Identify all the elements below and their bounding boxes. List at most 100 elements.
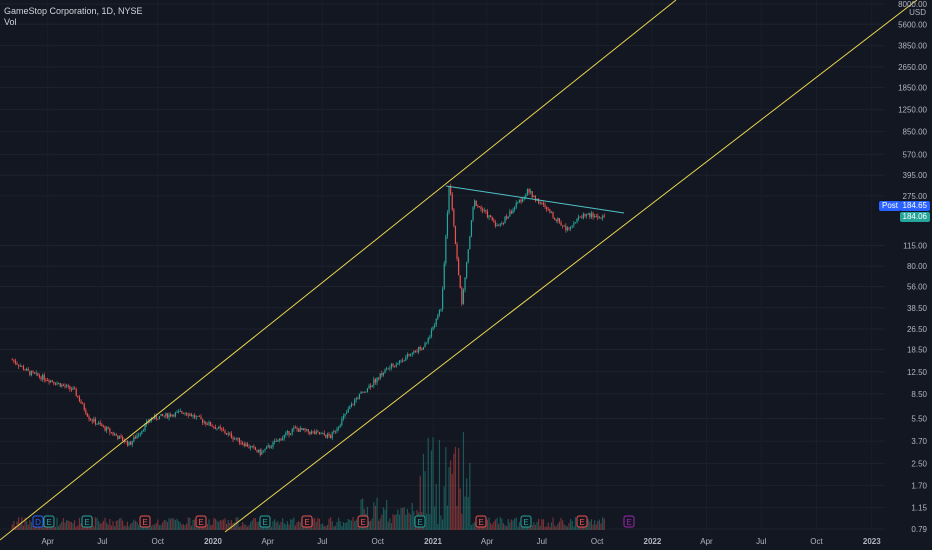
time-tick-label: 2023 (863, 537, 881, 546)
volume-bar (179, 522, 181, 530)
price-tick-label: 2.50 (911, 459, 927, 468)
volume-bar (206, 523, 209, 530)
time-tick-label: Apr (261, 537, 274, 546)
time-tick-label: Apr (41, 537, 54, 546)
volume-bar (210, 525, 212, 530)
volume-bar (251, 520, 253, 530)
volume-bar (554, 525, 556, 530)
candle-body (72, 388, 74, 390)
price-tick-label: 38.50 (907, 304, 928, 313)
volume-bar (109, 518, 111, 530)
candle-body (142, 430, 145, 431)
volume-bar (168, 518, 170, 530)
volume-bar (325, 526, 327, 530)
volume-bar (342, 522, 345, 530)
volume-label[interactable]: Vol (4, 17, 17, 27)
candle-body (438, 309, 441, 315)
time-axis[interactable]: Apr Jul Oct 2020 Apr Jul Oct 2021 Apr Jul Oct 2022 A… (41, 537, 881, 546)
candle-body (595, 216, 597, 217)
candle-body (517, 202, 519, 204)
candle-body (286, 431, 289, 433)
candle-body (24, 369, 26, 371)
volume-bar (434, 506, 436, 530)
candle-body (115, 434, 117, 436)
candle-body (376, 377, 378, 383)
volume-bar (509, 522, 511, 530)
volume-bar (176, 518, 178, 530)
volume-bar (203, 526, 205, 530)
candle-body (158, 416, 161, 420)
price-tick-label: 275.00 (903, 192, 928, 201)
candle-body (16, 363, 18, 365)
candle-body (562, 225, 564, 227)
candle-body (366, 388, 369, 392)
candle-body (514, 207, 516, 210)
volume-bar (98, 521, 100, 530)
volume-bar (136, 522, 138, 530)
candle-body (530, 191, 532, 193)
volume-bar (486, 519, 489, 530)
volume-bar (160, 524, 162, 530)
candle-body (141, 430, 143, 434)
candle-body (478, 206, 481, 207)
candle-body (27, 368, 29, 371)
candle-body (299, 427, 301, 432)
volume-bar (110, 525, 113, 530)
volume-bar (43, 524, 45, 530)
candle-body (312, 431, 314, 433)
candle-body (30, 371, 33, 376)
candle-body (427, 337, 429, 343)
volume-bar (275, 522, 277, 530)
candle-body (35, 372, 37, 374)
candle-body (74, 388, 76, 389)
candle-body (173, 414, 175, 417)
volume-bar (226, 524, 228, 530)
volume-bar (229, 522, 231, 530)
volume-bar (283, 523, 285, 530)
volume-bar (406, 508, 409, 530)
volume-bar (374, 505, 377, 530)
candle-body (326, 434, 329, 438)
price-tick-label: 1850.00 (898, 83, 927, 92)
volume-bar (424, 471, 426, 530)
candle-body (106, 427, 108, 431)
candle-body (506, 216, 508, 219)
candle-body (586, 214, 588, 216)
volume-bar (474, 522, 476, 530)
volume-bar (115, 520, 117, 530)
candle-body (330, 435, 332, 438)
candle-body (362, 391, 364, 393)
volume-bar (237, 517, 239, 530)
candle-body (520, 199, 522, 202)
symbol-title[interactable]: GameStop Corporation, 1D, NYSE (4, 6, 143, 16)
candle-body (48, 380, 50, 383)
candle-body (442, 288, 444, 309)
candle-body (70, 388, 73, 390)
candle-body (339, 425, 341, 427)
volume-bar (334, 525, 337, 530)
candle-body (187, 414, 189, 416)
candle-body (184, 412, 186, 414)
candle-body (422, 347, 425, 350)
candle-body (533, 195, 535, 198)
candle-body (230, 433, 233, 438)
candle-body (320, 433, 322, 435)
candle-body (51, 380, 53, 382)
candle-body (266, 446, 268, 449)
volume-bar (450, 460, 452, 530)
volume-bar (194, 519, 196, 530)
volume-bar (66, 519, 68, 530)
candle-body (46, 380, 49, 382)
earnings-event-marker (414, 515, 426, 528)
candle-body (61, 384, 63, 387)
volume-bar (253, 517, 255, 530)
candle-body (238, 437, 241, 443)
price-axis[interactable]: 8000.00 5600.00 3850.00 2650.00 1850.00 1250.… (898, 0, 927, 534)
time-tick-label: 2021 (424, 537, 442, 546)
volume-bar (426, 513, 428, 530)
volume-bar (542, 519, 545, 530)
volume-bar (290, 519, 292, 530)
candle-body (578, 216, 580, 219)
volume-bar (286, 521, 289, 530)
